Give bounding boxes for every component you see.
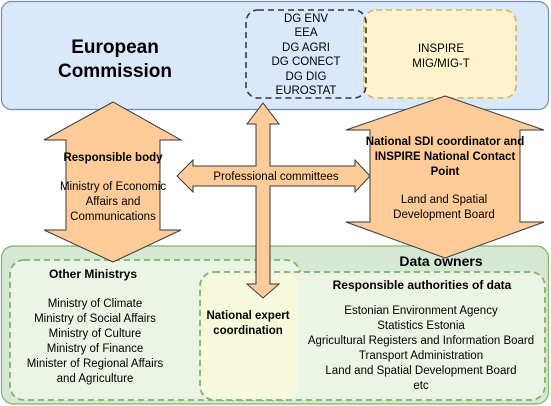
national-sdi-arrow bbox=[345, 95, 545, 259]
ec-title-line2: Commission bbox=[57, 60, 173, 82]
national-sdi-heading: National SDI coordinator and INSPIRE Nat… bbox=[365, 136, 525, 178]
dg-list: DG ENV EEA DG AGRI DG CONECT DG DIG EURO… bbox=[250, 12, 362, 99]
inspire-label: INSPIRE MIG/MIG-T bbox=[366, 42, 516, 72]
dg-item: DG AGRI bbox=[282, 41, 330, 54]
data-owners-heading: Data owners bbox=[399, 253, 483, 269]
professional-committees-label: Professional committees bbox=[213, 171, 339, 183]
dg-item: DG ENV bbox=[283, 13, 329, 25]
ministry-item: Ministry of Social Affairs bbox=[34, 312, 156, 325]
inspire-item: MIG/MIG-T bbox=[412, 57, 470, 70]
responsible-body-heading: Responsible body bbox=[63, 152, 163, 164]
authority-item: Estonian Environment Agency bbox=[344, 305, 498, 317]
inspire-item: INSPIRE bbox=[417, 43, 464, 55]
european-commission-title: European Commission bbox=[40, 36, 190, 84]
dg-item: EEA bbox=[294, 27, 318, 40]
other-ministries-heading: Other Ministrys bbox=[48, 267, 138, 281]
dg-box bbox=[245, 9, 367, 99]
authority-item: Statistics Estonia bbox=[377, 319, 465, 332]
national-expert-label: National expert coordination bbox=[206, 310, 290, 337]
responsible-authorities-list: Estonian Environment Agency Statistics E… bbox=[296, 304, 546, 394]
responsible-body-text: Ministry of Economic Affairs and Communi… bbox=[59, 181, 167, 223]
responsible-body-arrow bbox=[43, 101, 183, 263]
ministry-item: Ministry of Finance bbox=[46, 342, 144, 355]
ec-title-line1: European bbox=[71, 37, 159, 58]
other-ministries-list: Ministry of Climate Ministry of Social A… bbox=[14, 297, 176, 387]
authority-item: Land and Spatial Development Board bbox=[325, 364, 517, 377]
national-expert-box bbox=[202, 274, 298, 398]
ministry-item: Ministry of Culture bbox=[48, 327, 142, 340]
ministry-item: Ministry of Climate bbox=[47, 298, 143, 310]
dg-item: DG CONECT bbox=[271, 56, 341, 69]
authority-item: etc bbox=[413, 379, 429, 392]
ministry-item: and Agriculture bbox=[56, 372, 134, 385]
authority-item: Transport Administration bbox=[358, 349, 484, 362]
responsible-authorities-heading: Responsible authorities of data bbox=[332, 278, 512, 292]
ministry-item: Minister of Regional Affairs bbox=[26, 357, 164, 370]
dg-item: DG DIG bbox=[285, 70, 327, 83]
professional-committees-arrow bbox=[176, 102, 371, 299]
authority-item: Agricultural Registers and Information B… bbox=[307, 334, 535, 347]
dg-item: EUROSTAT bbox=[275, 85, 337, 98]
national-sdi-text: Land and Spatial Development Board bbox=[393, 194, 495, 221]
